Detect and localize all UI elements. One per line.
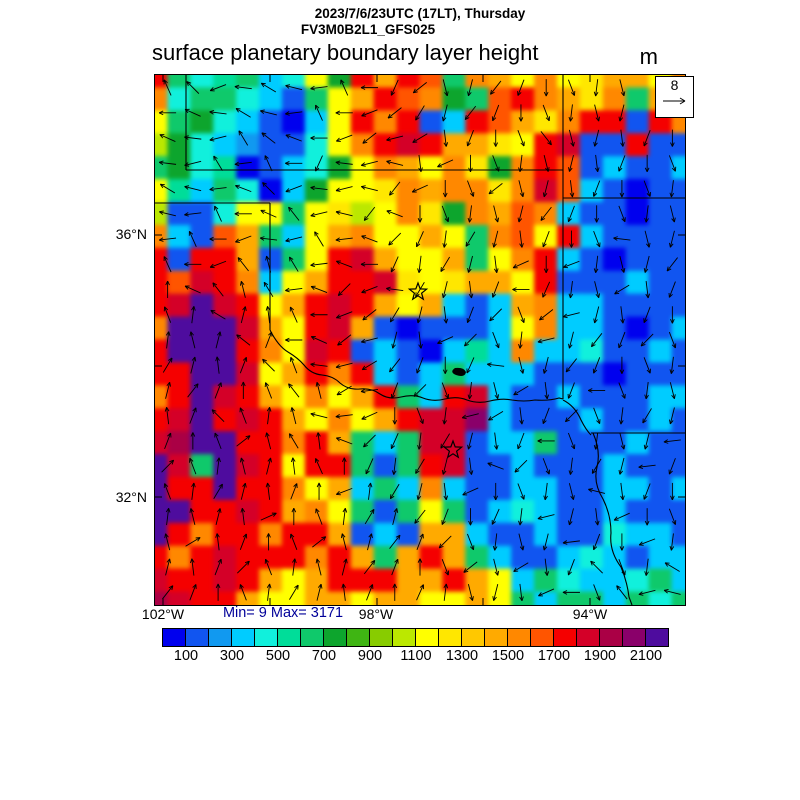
colorbar-segment — [278, 629, 300, 646]
colorbar-segment — [623, 629, 645, 646]
colorbar-label: 1100 — [400, 648, 432, 664]
colorbar-segment — [209, 629, 231, 646]
units-label: m — [639, 44, 658, 69]
colorbar-segment — [347, 629, 369, 646]
model-title: FV3M0B2L1_GFS025 — [300, 22, 436, 37]
colorbar-segment — [554, 629, 576, 646]
city-star-marker — [407, 281, 429, 301]
colorbar-segment — [439, 629, 461, 646]
lat-label-32n: 32°N — [115, 489, 147, 505]
colorbar-segment — [255, 629, 277, 646]
colorbar-label: 900 — [357, 648, 383, 664]
wind-vector-legend: 8 — [655, 76, 694, 118]
colorbar-label: 100 — [173, 648, 199, 664]
colorbar-segment — [462, 629, 484, 646]
colorbar-label: 300 — [219, 648, 245, 664]
map-area — [154, 74, 686, 606]
lon-label-98w: 98°W — [358, 606, 394, 622]
colorbar-segment — [416, 629, 438, 646]
page-title: surface planetary boundary layer height — [152, 40, 539, 65]
colorbar-label: 700 — [311, 648, 337, 664]
colorbar-segment — [577, 629, 599, 646]
colorbar-segment — [370, 629, 392, 646]
colorbar-segment — [186, 629, 208, 646]
lon-label-102w: 102°W — [141, 606, 185, 622]
colorbar-segment — [531, 629, 553, 646]
colorbar-segment — [324, 629, 346, 646]
colorbar-segment — [393, 629, 415, 646]
minmax-stat: Min= 9 Max= 3171 — [222, 605, 344, 621]
colorbar-label: 1700 — [537, 648, 571, 664]
reference-arrow-icon — [663, 97, 686, 105]
colorbar-segment — [600, 629, 622, 646]
colorbar-label: 1500 — [491, 648, 525, 664]
colorbar-segment — [646, 629, 668, 646]
colorbar-label: 2100 — [629, 648, 663, 664]
colorbar-label: 500 — [265, 648, 291, 664]
colorbar-label: 1900 — [583, 648, 617, 664]
colorbar-segment — [301, 629, 323, 646]
colorbar-segment — [508, 629, 530, 646]
lon-label-94w: 94°W — [572, 606, 608, 622]
map-overlay — [155, 75, 685, 605]
colorbar-segment — [232, 629, 254, 646]
colorbar — [162, 628, 669, 647]
city-star-marker — [442, 439, 464, 459]
colorbar-segment — [485, 629, 507, 646]
datetime-title: 2023/7/6/23UTC (17LT), Thursday — [314, 6, 526, 21]
colorbar-label: 1300 — [445, 648, 479, 664]
wind-reference-value: 8 — [670, 77, 679, 93]
colorbar-labels: 100 300 500 700 900 1100 1300 1500 1700 1900 2100 — [162, 648, 682, 666]
lat-label-36n: 36°N — [115, 226, 147, 242]
colorbar-segment — [163, 629, 185, 646]
